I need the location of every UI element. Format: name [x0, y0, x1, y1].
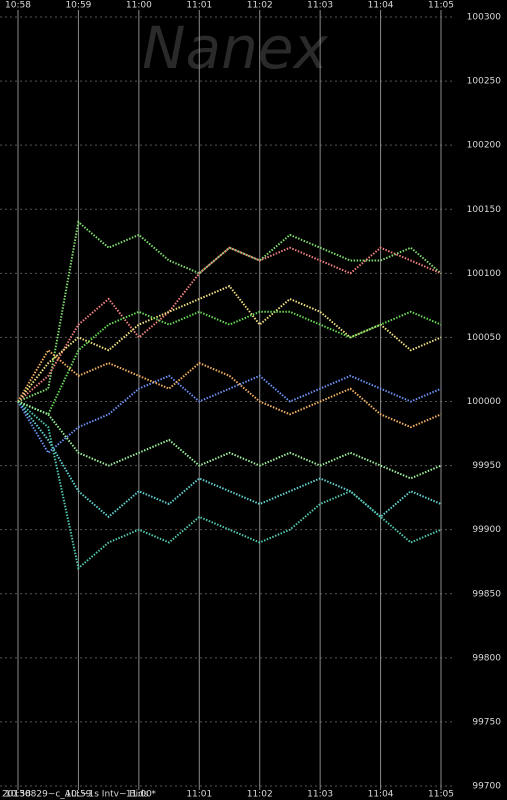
x-tick-label: 11:00 [126, 790, 152, 800]
x-tick-label: 11:01 [186, 790, 212, 800]
y-tick-label: 100150 [467, 205, 502, 215]
y-tick-label: 99800 [472, 653, 501, 663]
series-line [17, 246, 442, 403]
x-tick-label: 10:58 [5, 790, 31, 800]
y-tick-label: 99700 [472, 782, 501, 792]
x-tick-label: 11:05 [428, 1, 454, 11]
x-tick-label: 11:02 [247, 790, 273, 800]
y-tick-label: 100100 [467, 269, 502, 279]
x-tick-label: 11:04 [368, 790, 394, 800]
series-line [17, 348, 442, 429]
x-tick-label: 11:00 [126, 1, 152, 11]
x-tick-label: 11:02 [247, 1, 273, 11]
x-tick-label: 10:58 [5, 1, 31, 11]
y-tick-label: 100250 [467, 77, 502, 87]
x-tick-label: 11:01 [186, 1, 212, 11]
y-tick-label: 100200 [467, 141, 502, 151]
x-tick-label: 10:59 [65, 1, 91, 11]
y-tick-label: 99850 [472, 589, 501, 599]
y-tick-label: 99900 [472, 525, 501, 535]
series-line [17, 400, 442, 570]
y-tick-label: 99950 [472, 461, 501, 471]
series-line [17, 284, 442, 403]
series-line [17, 400, 442, 480]
x-tick-label: 11:03 [307, 790, 333, 800]
y-tick-label: 100050 [467, 333, 502, 343]
x-tick-label: 11:03 [307, 1, 333, 11]
y-tick-label: 100300 [467, 13, 502, 23]
watermark: Nanex [142, 14, 328, 82]
x-tick-label: 11:04 [368, 1, 394, 11]
footer: 20130829~c_ALL~1s Intv~ Bids * [2, 790, 156, 800]
series-line [17, 374, 442, 455]
y-tick-label: 100000 [467, 397, 502, 407]
y-tick-label: 99750 [472, 717, 501, 727]
x-tick-label: 10:59 [65, 790, 91, 800]
x-tick-label: 11:05 [428, 790, 454, 800]
